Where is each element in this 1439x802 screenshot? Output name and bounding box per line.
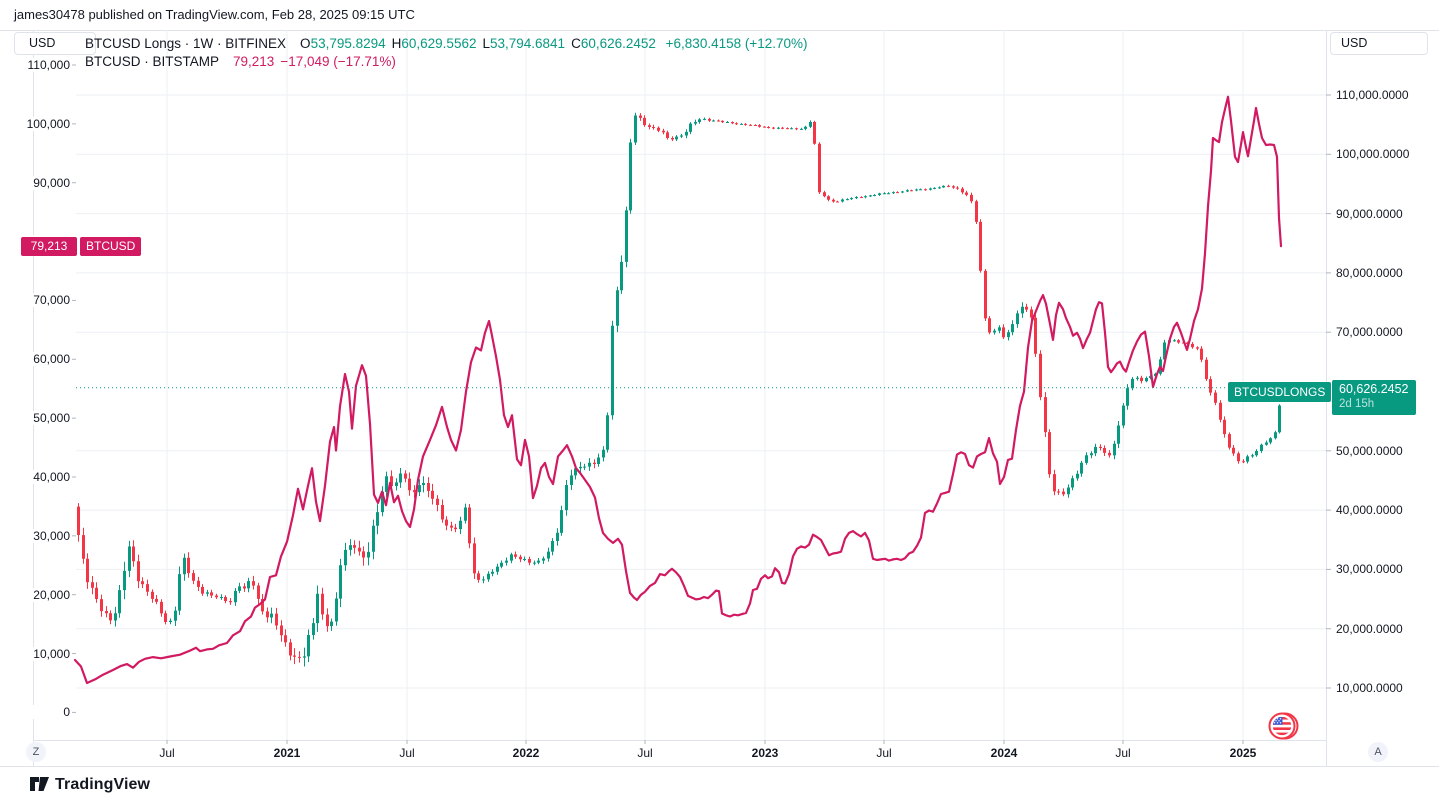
open-value: 53,795.8294	[310, 36, 386, 51]
close-label: C	[571, 36, 581, 51]
left-axis-label: 30,000	[20, 528, 72, 543]
high-label: H	[391, 36, 402, 51]
time-axis-label: 2025	[1229, 746, 1257, 760]
left-axis-label: 90,000	[20, 175, 72, 190]
left-axis-label: 40,000	[20, 469, 72, 484]
low-value: 53,794.6841	[489, 36, 566, 51]
right-axis-label: 50,000.0000	[1334, 443, 1405, 458]
usd-flag-icon	[1268, 712, 1299, 740]
right-axis-label: 100,000.0000	[1334, 147, 1412, 162]
right-axis-label: 70,000.0000	[1334, 325, 1405, 340]
left-axis-label: 70,000	[20, 293, 72, 308]
left-axis-label: 0	[20, 705, 72, 720]
symbol-title-longs: BTCUSD Longs · 1W · BITFINEX	[85, 36, 287, 51]
right-axis-label: 80,000.0000	[1334, 265, 1405, 280]
tradingview-brand-text: TradingView	[55, 776, 151, 793]
time-axis-label: 2022	[512, 746, 540, 760]
time-axis-label: Jul	[159, 746, 175, 760]
time-axis-label: 2023	[751, 746, 779, 760]
time-axis-label: Jul	[1115, 746, 1131, 760]
right-currency-button[interactable]: USD	[1330, 32, 1428, 55]
time-axis-label: Jul	[876, 746, 892, 760]
change-value-longs: +6,830.4158 (+12.70%)	[665, 36, 808, 51]
left-axis-label: 100,000	[20, 116, 72, 131]
open-label: O	[300, 36, 311, 51]
bar-countdown: 2d 15h	[1339, 397, 1375, 410]
right-axis-label: 90,000.0000	[1334, 206, 1405, 221]
change-value-btcusd: −17,049 (−17.71%)	[280, 54, 396, 69]
tradingview-logo-icon	[30, 776, 49, 791]
last-value-btcusd: 79,213	[233, 54, 275, 69]
left-axis-label: 60,000	[20, 352, 72, 367]
left-axis-label: 10,000	[20, 646, 72, 661]
left-currency-button[interactable]: USD	[14, 32, 96, 55]
btcusd-symbol-badge: BTCUSD	[80, 236, 142, 256]
tradingview-brand-link[interactable]: TradingView	[30, 776, 150, 794]
low-label: L	[482, 36, 490, 51]
longs-symbol-badge: BTCUSDLONGS	[1228, 381, 1332, 402]
legend-row-btcusd[interactable]: BTCUSD · BITSTAMP 79,213 −17,049 (−17.71%)	[85, 53, 808, 70]
symbol-title-btcusd: BTCUSD · BITSTAMP	[85, 54, 220, 69]
btcusd-price-badge: 79,213	[21, 236, 77, 256]
right-axis-label: 30,000.0000	[1334, 562, 1405, 577]
high-value: 60,629.5562	[401, 36, 477, 51]
longs-price-badge: 60,626.2452 2d 15h	[1332, 379, 1416, 415]
scroll-left-hint: Z	[26, 742, 46, 762]
left-axis-label: 50,000	[20, 411, 72, 426]
time-axis-label: Jul	[637, 746, 653, 760]
left-axis-label: 20,000	[20, 587, 72, 602]
longs-last-price: 60,626.2452	[1339, 381, 1409, 396]
legend-row-longs[interactable]: BTCUSD Longs · 1W · BITFINEX O53,795.8294…	[85, 35, 808, 52]
time-axis-label: 2024	[990, 746, 1018, 760]
right-axis-label: 10,000.0000	[1334, 681, 1405, 695]
close-value: 60,626.2452	[580, 36, 656, 51]
scroll-right-hint: A	[1368, 742, 1388, 762]
right-axis-label: 40,000.0000	[1334, 503, 1405, 518]
right-axis-label: 20,000.0000	[1334, 621, 1405, 636]
chart-legend: BTCUSD Longs · 1W · BITFINEX O53,795.8294…	[85, 35, 808, 71]
time-axis-label: Jul	[399, 746, 415, 760]
footer: TradingView	[0, 767, 1439, 802]
time-axis-label: 2021	[273, 746, 301, 760]
right-axis-label: 110,000.0000	[1334, 88, 1411, 102]
left-axis-label: 110,000	[20, 58, 72, 72]
publish-info: james30478 published on TradingView.com,…	[14, 7, 415, 22]
